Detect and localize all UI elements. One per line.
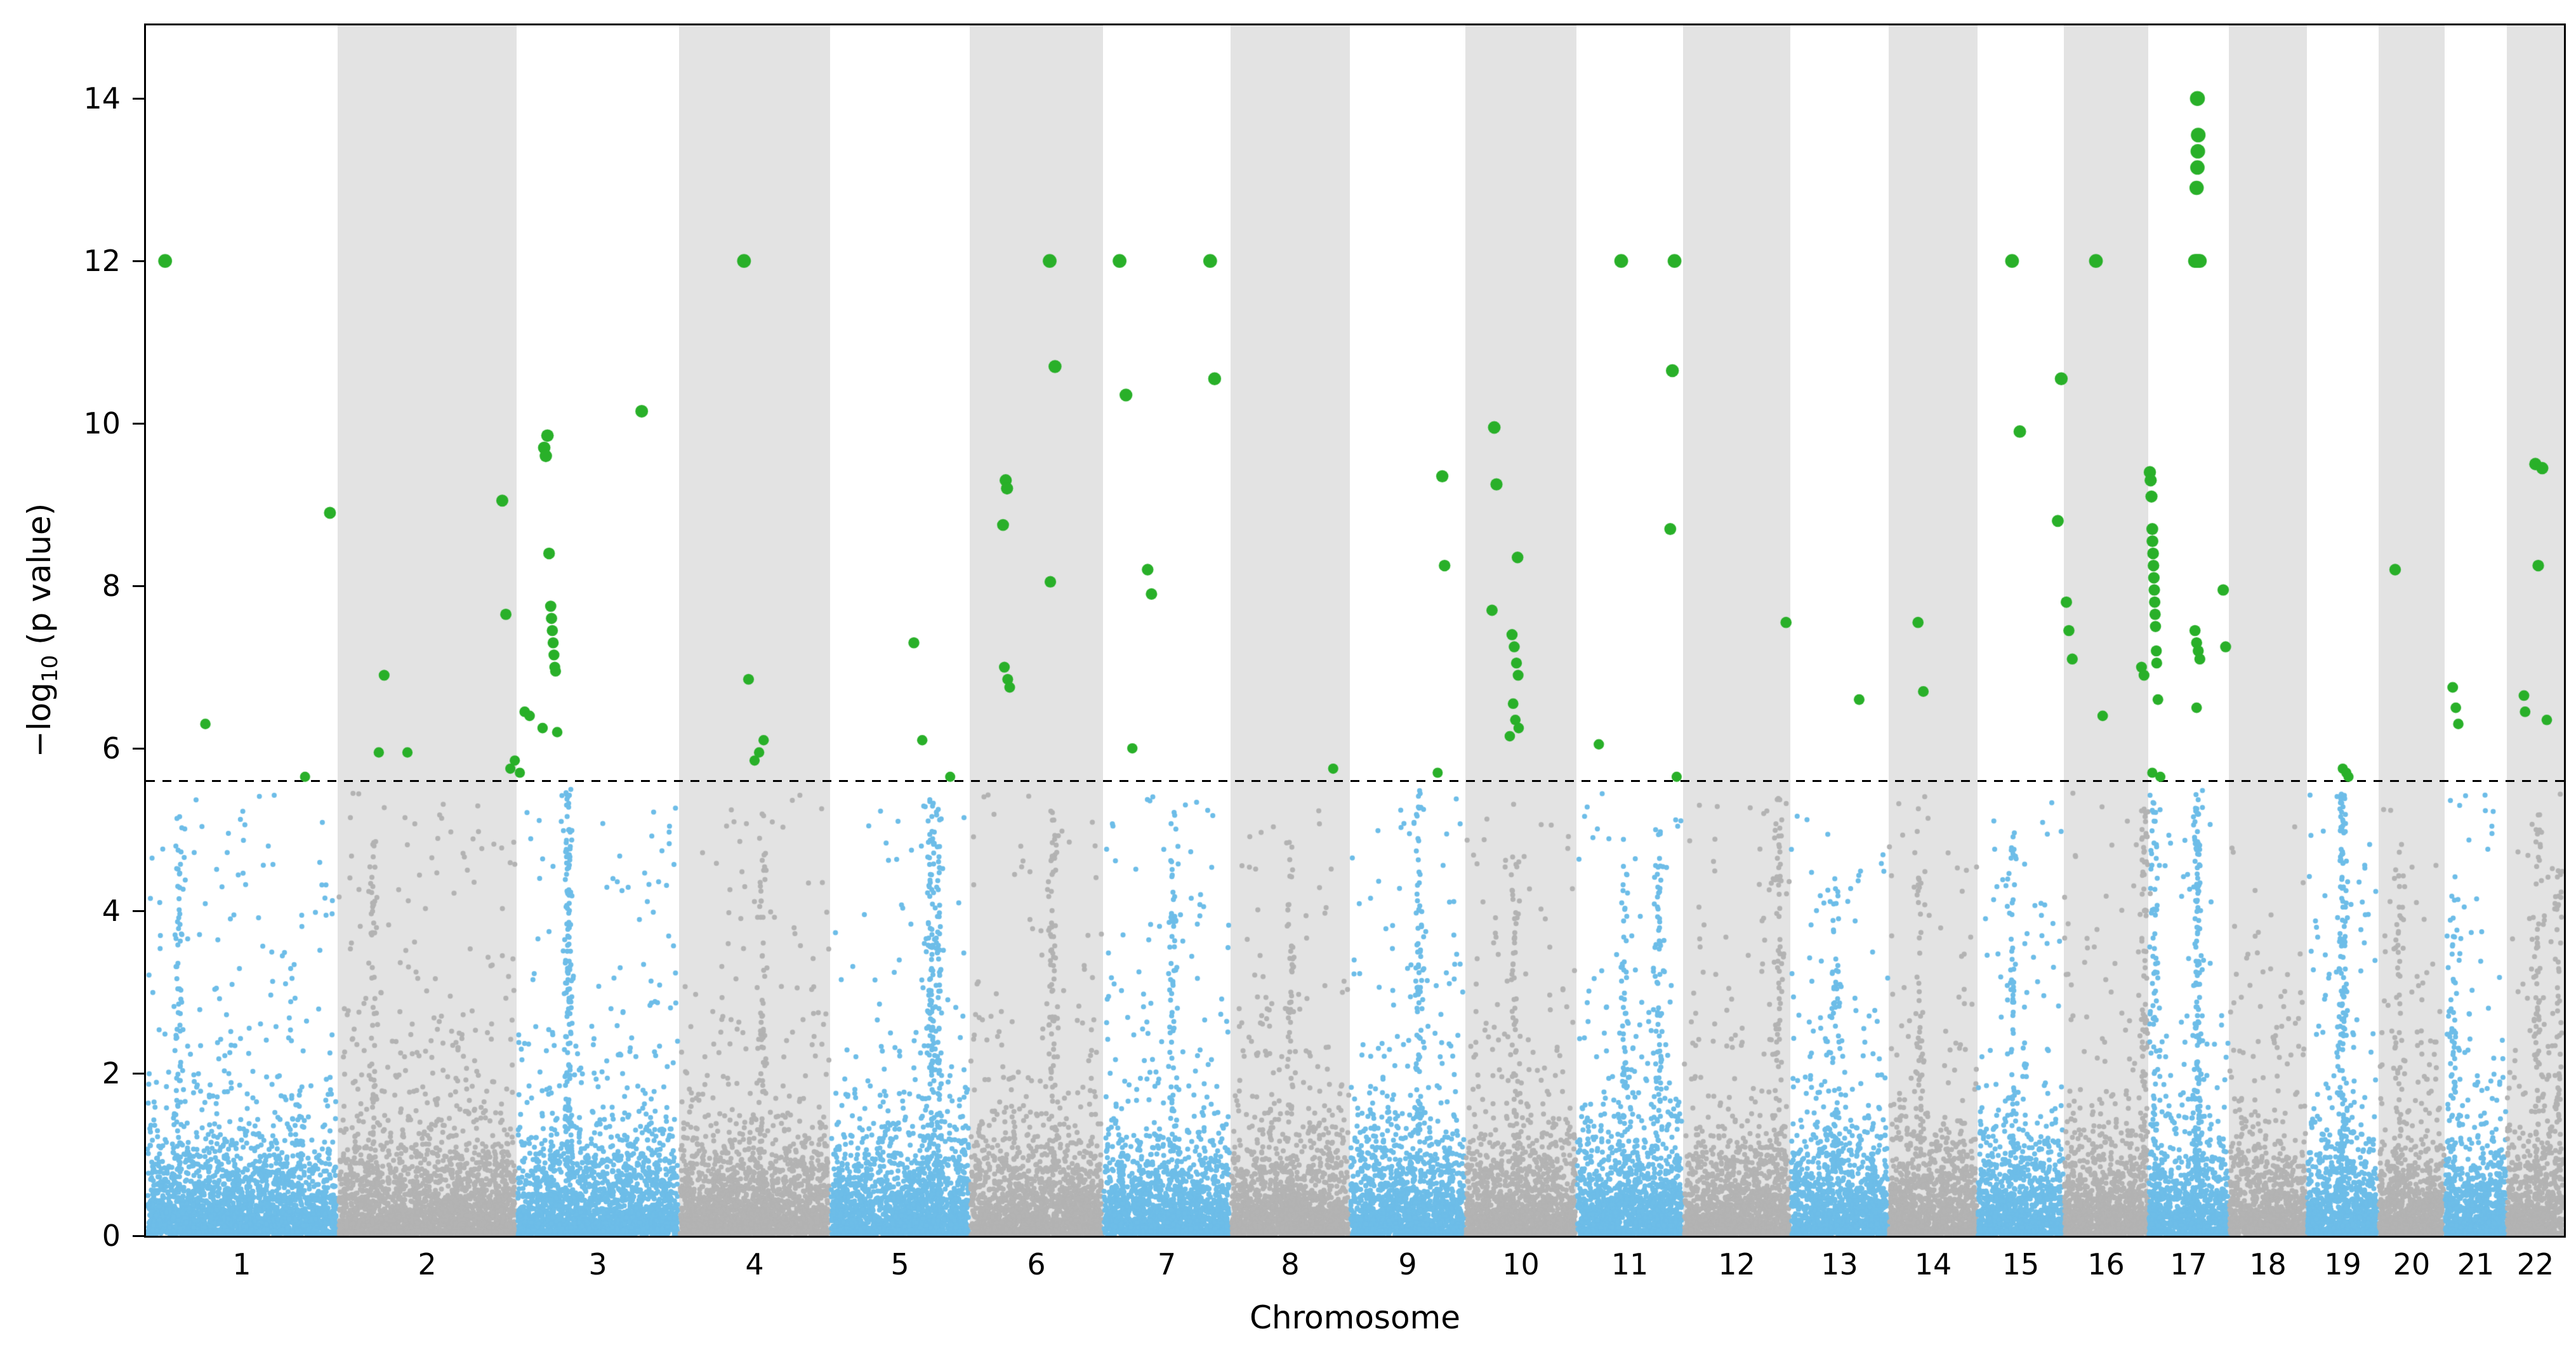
x-tick-label-20: 20 (2393, 1247, 2431, 1281)
x-tick-label-15: 15 (2002, 1247, 2040, 1281)
x-tick-label-16: 16 (2087, 1247, 2125, 1281)
y-tick-label-14: 14 (83, 81, 121, 116)
x-tick-label-14: 14 (1914, 1247, 1952, 1281)
y-tick-label-4: 4 (102, 894, 121, 929)
y-tick-mark-8 (133, 585, 144, 587)
y-tick-label-10: 10 (83, 406, 121, 441)
x-tick-label-4: 4 (745, 1247, 764, 1281)
y-tick-mark-0 (133, 1234, 144, 1237)
x-tick-label-22: 22 (2516, 1247, 2554, 1281)
x-tick-label-7: 7 (1157, 1247, 1177, 1281)
x-tick-label-8: 8 (1281, 1247, 1300, 1281)
y-tick-label-2: 2 (102, 1056, 121, 1091)
x-tick-label-9: 9 (1398, 1247, 1417, 1281)
x-tick-label-12: 12 (1718, 1247, 1755, 1281)
x-tick-label-5: 5 (890, 1247, 909, 1281)
x-tick-label-6: 6 (1027, 1247, 1046, 1281)
x-tick-label-2: 2 (418, 1247, 437, 1281)
y-tick-label-12: 12 (83, 244, 121, 279)
x-tick-label-11: 11 (1611, 1247, 1649, 1281)
plot-area (144, 23, 2566, 1238)
x-tick-label-13: 13 (1821, 1247, 1858, 1281)
y-tick-label-0: 0 (102, 1219, 121, 1253)
y-tick-mark-4 (133, 910, 144, 912)
x-axis-title: Chromosome (1249, 1299, 1461, 1336)
x-tick-label-10: 10 (1502, 1247, 1540, 1281)
x-tick-label-19: 19 (2324, 1247, 2361, 1281)
y-axis-label-subscript: 10 (37, 654, 63, 683)
x-tick-label-3: 3 (588, 1247, 607, 1281)
x-tick-label-21: 21 (2457, 1247, 2495, 1281)
x-tick-label-18: 18 (2249, 1247, 2287, 1281)
y-tick-mark-10 (133, 422, 144, 425)
y-tick-label-6: 6 (102, 731, 121, 766)
x-tick-label-1: 1 (232, 1247, 251, 1281)
y-tick-mark-12 (133, 260, 144, 262)
y-tick-mark-2 (133, 1072, 144, 1075)
scatter-canvas (146, 25, 2564, 1236)
y-tick-label-8: 8 (102, 569, 121, 604)
x-tick-label-17: 17 (2170, 1247, 2207, 1281)
y-tick-mark-6 (133, 747, 144, 750)
y-axis-label: −log10 (p value) (20, 376, 63, 884)
y-tick-mark-14 (133, 97, 144, 100)
